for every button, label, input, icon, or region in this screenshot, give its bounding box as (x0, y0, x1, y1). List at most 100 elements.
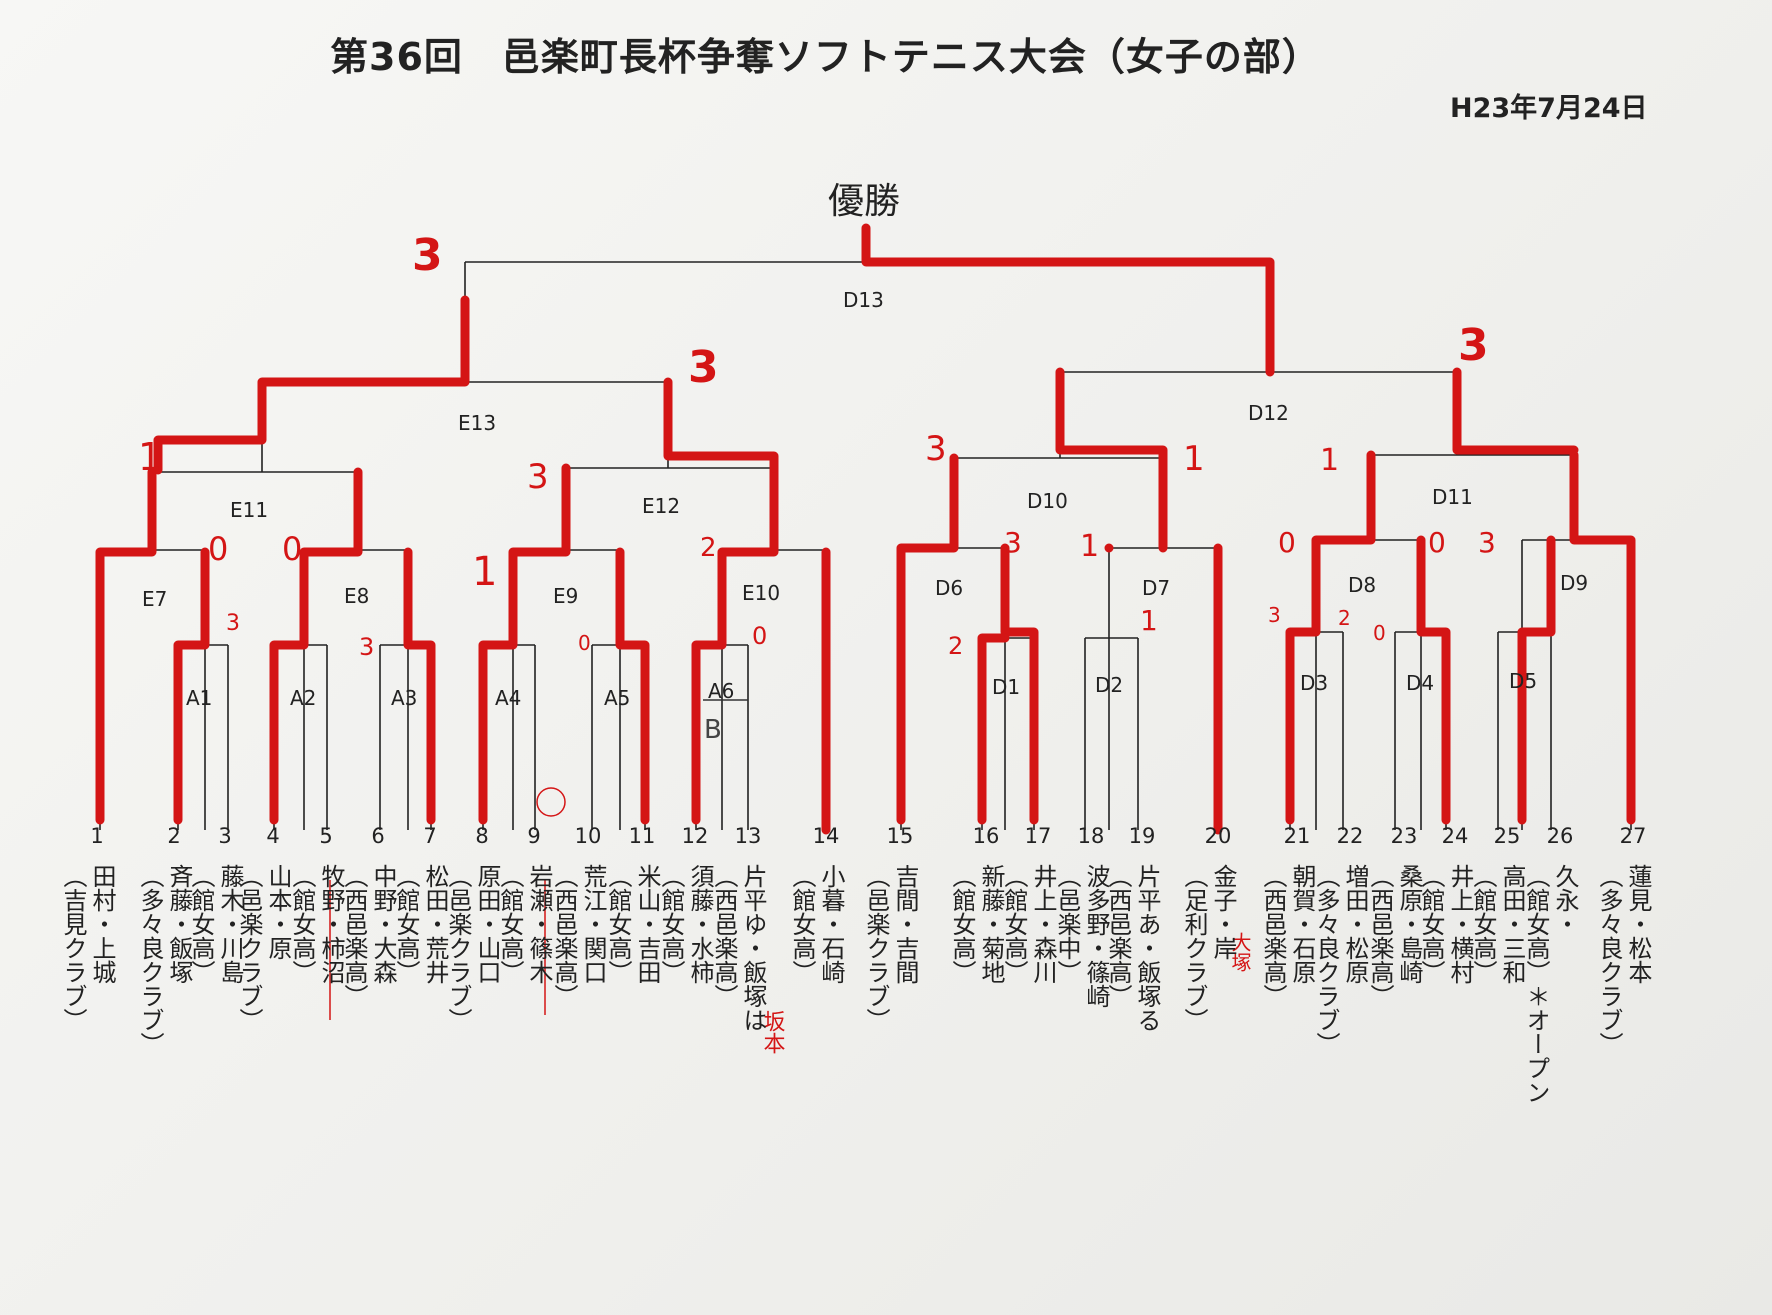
winner-markings (95, 223, 1636, 835)
player-names: 原田・山口 （邑楽クラブ） (444, 864, 501, 1032)
score-mark: 0 (282, 530, 302, 568)
player-number: 12 (681, 824, 709, 848)
player-number: 24 (1441, 824, 1469, 848)
match-label: A4 (495, 686, 521, 710)
player-number: 20 (1204, 824, 1232, 848)
match-label: E12 (642, 494, 680, 518)
player-number: 13 (734, 824, 762, 848)
match-label: D3 (1300, 671, 1328, 695)
team-names: 蓮見・松本 (1624, 864, 1652, 984)
player-number: 7 (423, 824, 437, 848)
club-name: （多々良クラブ） (136, 864, 164, 1056)
printed-bracket (99, 228, 1632, 830)
player-number: 5 (319, 824, 333, 848)
team-names: 中野・大森 (369, 864, 397, 984)
match-label: D9 (1560, 571, 1588, 595)
match-label: A2 (290, 686, 316, 710)
player-number: 16 (972, 824, 1000, 848)
club-name: （邑楽クラブ） (444, 864, 472, 1032)
player-names: 増田・松原 （多々良クラブ） (1312, 864, 1369, 1056)
score-mark: 0 (578, 631, 591, 655)
match-label: D11 (1432, 485, 1473, 509)
club-name: （館女高） (288, 864, 316, 984)
champion-label: 優勝 (828, 181, 901, 222)
score-mark: 3 (226, 611, 240, 636)
player-names: 桑原・島崎 （西邑楽高） (1366, 864, 1423, 1008)
match-label: D1 (992, 675, 1020, 699)
club-name: （吉見クラブ） (59, 864, 87, 1032)
team-names: 金子・岸 (1209, 864, 1237, 960)
match-label: E7 (142, 587, 167, 611)
match-label: E8 (344, 584, 369, 608)
score-mark: 1 (138, 435, 162, 479)
score-mark: 3 (412, 230, 443, 281)
player-names: 田村・上城 （吉見クラブ） (59, 864, 116, 1032)
score-mark: 1 (1183, 439, 1205, 479)
match-label: D13 (843, 288, 884, 312)
team-names: 朝賀・石原 (1288, 864, 1316, 984)
club-name: （西邑楽高） (710, 864, 738, 1008)
score-mark: 3 (925, 429, 947, 469)
player-number: 6 (371, 824, 385, 848)
match-label: D5 (1509, 669, 1537, 693)
player-names: 片平ゆ・飯塚は （西邑楽高） (710, 864, 767, 1032)
player-names: 新藤・菊地 （館女高） (948, 864, 1005, 984)
team-names: 井上・森川 (1029, 864, 1057, 984)
player-names: 中野・大森 （西邑楽高） (340, 864, 397, 1008)
club-name: （館女高） (948, 864, 976, 984)
handwritten-note: B (704, 715, 722, 745)
team-names: 井上・横村 (1446, 864, 1474, 984)
player-number: 14 (812, 824, 840, 848)
player-number: 23 (1390, 824, 1418, 848)
team-names: 岩瀬・篠木 (525, 864, 553, 984)
score-mark: 0 (208, 530, 228, 568)
club-name: （邑楽クラブ） (862, 864, 890, 1032)
player-number: 10 (574, 824, 602, 848)
club-name: （館女高） (187, 864, 215, 984)
player-names: 荒江・関口 （西邑楽高） (550, 864, 607, 1008)
player-names: 波多野・篠崎 （邑楽中） (1053, 864, 1110, 1008)
player-names: 高田・三和 （館女高） (1469, 864, 1526, 984)
score-mark: 2 (1338, 606, 1351, 630)
score-mark: 0 (752, 622, 767, 650)
club-name: （西邑楽高） (1259, 864, 1287, 1008)
club-name: （多々良クラブ） (1312, 864, 1340, 1056)
player-names: 斉藤・飯塚 （多々良クラブ） (136, 864, 193, 1056)
team-names: 松田・荒井 (421, 864, 449, 984)
match-label: E13 (458, 411, 496, 435)
player-names: 井上・森川 （館女高） (1000, 864, 1057, 984)
club-name: （館女高） (392, 864, 420, 984)
player-number: 4 (266, 824, 280, 848)
score-mark: 2 (700, 533, 717, 563)
score-mark: 2 (948, 632, 963, 660)
handwritten-note: 大塚 (1228, 932, 1252, 972)
team-names: 吉間・吉間 (891, 864, 919, 984)
score-mark: 3 (1458, 320, 1489, 371)
match-label: A5 (604, 686, 630, 710)
player-names: 小暮・石崎 （館女高） (788, 864, 845, 984)
match-labels: A1 A2 A3 A4 A5 A6 E7 E8 E9 E10 E11 E12 E… (142, 288, 1588, 710)
player-number: 19 (1128, 824, 1156, 848)
club-name: （館女高） (604, 864, 632, 984)
team-names: 小暮・石崎 (817, 864, 845, 984)
player-number: 22 (1336, 824, 1364, 848)
player-number: 8 (475, 824, 489, 848)
player-number: 27 (1619, 824, 1647, 848)
score-mark: 1 (1080, 529, 1099, 564)
match-label: A6 (708, 679, 734, 703)
match-label: D2 (1095, 673, 1123, 697)
team-names: 桑原・島崎 (1395, 864, 1423, 984)
player-number: 18 (1077, 824, 1105, 848)
player-number: 15 (886, 824, 914, 848)
club-name: （多々良クラブ） (1595, 864, 1623, 1056)
team-names: 山本・原 (264, 864, 292, 960)
player-number: 11 (628, 824, 656, 848)
player-names: 山本・原 （邑楽クラブ） (235, 864, 292, 1032)
match-label: D7 (1142, 576, 1170, 600)
score-mark: 3 (527, 457, 549, 497)
club-name: （館女高） (496, 864, 524, 984)
player-names: 井上・横村 （館女高） (1417, 864, 1474, 984)
club-name: （館女高） (788, 864, 816, 984)
